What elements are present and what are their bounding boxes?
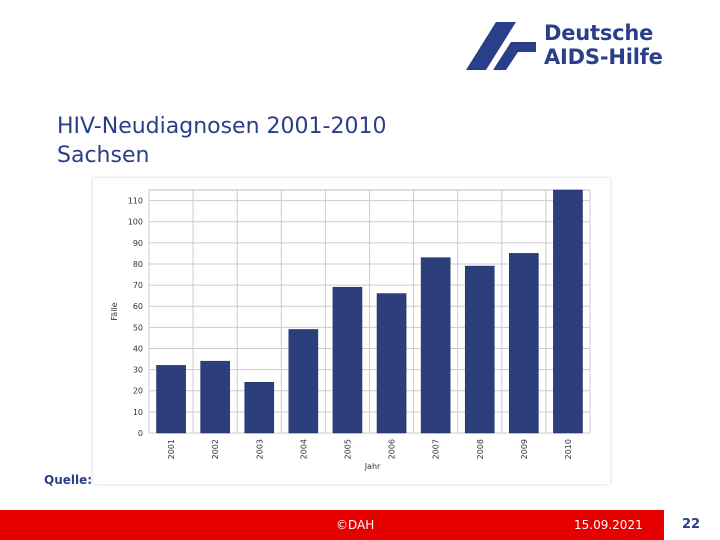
bar-chart: 0 10 20 30 40 50 60 70 80 90 100 110 2001 2002 2003 200… <box>110 189 591 471</box>
y-tick-label: 100 <box>128 218 143 227</box>
bar-2002 <box>200 360 230 434</box>
x-tick-label-2007: 2007 <box>432 439 441 459</box>
x-tick-label-2010: 2010 <box>564 439 573 459</box>
slide-title-line1: HIV-Neudiagnosen 2001-2010 <box>57 114 387 139</box>
x-tick-label-2003: 2003 <box>255 439 264 459</box>
y-tick-label: 10 <box>133 408 143 417</box>
y-axis-title: Fälle <box>110 302 119 320</box>
logo-text-line2: AIDS-Hilfe <box>544 45 663 69</box>
bar-2006 <box>376 293 407 434</box>
bar-2005 <box>332 286 363 434</box>
bar-2008 <box>464 265 495 434</box>
bar-2007 <box>420 257 451 434</box>
x-axis-title: Jahr <box>364 462 381 471</box>
y-tick-label: 60 <box>133 302 143 311</box>
y-tick-label: 70 <box>133 281 143 290</box>
y-tick-label: 30 <box>133 366 143 375</box>
logo-mark-icon <box>466 22 536 70</box>
x-tick-label-2009: 2009 <box>520 439 529 459</box>
slide-title: HIV-Neudiagnosen 2001-2010 Sachsen <box>57 112 386 170</box>
y-tick-label: 90 <box>133 239 143 248</box>
slide-title-line2: Sachsen <box>57 143 150 168</box>
x-tick-label-2008: 2008 <box>476 439 485 459</box>
y-tick-label: 0 <box>138 429 143 438</box>
logo-text-line1: Deutsche <box>544 21 654 45</box>
x-tick-label-2001: 2001 <box>167 439 176 459</box>
source-label: Quelle: R <box>44 473 106 487</box>
footer-copyright: ©DAH <box>336 518 375 532</box>
footer-bar <box>0 510 664 540</box>
y-tick-label: 20 <box>133 387 143 396</box>
bar-2004 <box>288 329 319 434</box>
x-tick-label-2006: 2006 <box>388 439 397 459</box>
x-tick-label-2005: 2005 <box>343 439 352 459</box>
bar-2003 <box>244 382 275 434</box>
y-tick-label: 80 <box>133 260 143 269</box>
bar-2009 <box>509 253 539 434</box>
bar-2001 <box>156 365 186 434</box>
deutsche-aids-hilfe-logo: Deutsche AIDS-Hilfe <box>466 20 672 74</box>
y-tick-label: 50 <box>133 323 143 332</box>
page-number: 22 <box>682 517 701 532</box>
x-tick-label-2002: 2002 <box>211 439 220 459</box>
x-tick-label-2004: 2004 <box>299 439 308 459</box>
y-tick-label: 40 <box>133 344 143 353</box>
chart-container: 0 10 20 30 40 50 60 70 80 90 100 110 2001 2002 2003 200… <box>93 178 610 484</box>
bar-2010 <box>553 189 583 434</box>
footer-date: 15.09.2021 <box>574 518 643 532</box>
footer: ©DAH 15.09.2021 22 <box>0 510 720 540</box>
y-tick-label: 110 <box>128 197 143 206</box>
